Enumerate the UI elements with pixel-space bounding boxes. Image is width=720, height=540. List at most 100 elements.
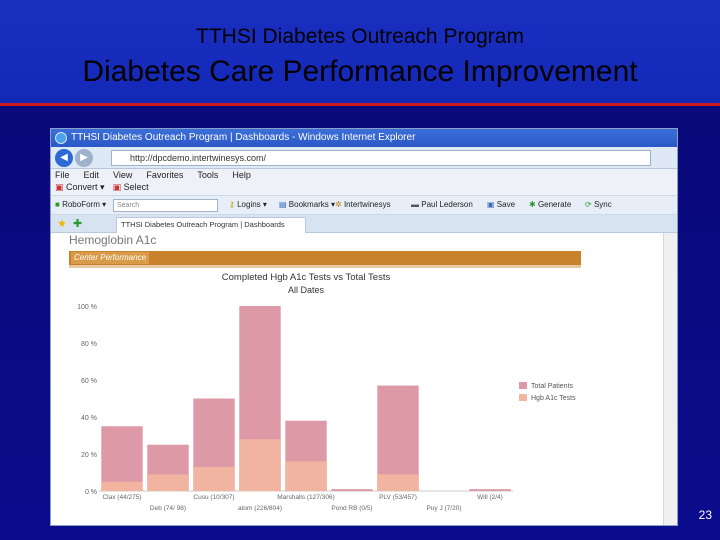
tab-underline [69, 265, 581, 268]
legend-label: Total Patients [531, 383, 574, 390]
menu-row: File Edit View Favorites Tools Help [55, 170, 251, 180]
slide-subtitle: TTHSI Diabetes Outreach Program [196, 25, 524, 48]
chart-title: Completed Hgb A1c Tests vs Total Tests [222, 272, 391, 283]
legend-label: Hgb A1c Tests [531, 395, 576, 402]
convert-icon: ▣ [55, 182, 64, 192]
x-tick-label: Will (2/4) [477, 494, 503, 501]
x-tick-label: Deb (74/ 98) [150, 505, 186, 512]
sync-icon: ⟳ [585, 200, 592, 209]
roboform-toolbar: ■ RoboForm ▾ Search ⚷ Logins ▾ ▤ Bookmar… [51, 195, 677, 215]
bar-hgb-a1c-tests[interactable] [147, 474, 189, 491]
x-tick-label: Pond RB (0/5) [331, 505, 372, 512]
intertwinesys-label: Intertwinesys [343, 200, 391, 209]
y-tick-label: 40 % [81, 415, 97, 422]
x-axis: Clax (44/275) Deb (74/ 98) Cusu (10/307) at… [102, 494, 502, 512]
bar-hgb-a1c-tests[interactable] [239, 439, 281, 491]
slide-title: Diabetes Care Performance Improvement [82, 55, 638, 88]
bar-chart: Completed Hgb A1c Tests vs Total Tests A… [77, 272, 576, 512]
performance-tab-bar: Center Performance [69, 251, 581, 265]
page-content: Hemoglobin A1c Center Performance Comple… [51, 233, 677, 525]
menu-help[interactable]: Help [232, 170, 251, 180]
x-tick-label: atom (226/804) [238, 505, 282, 512]
x-tick-label: Marshalls (127/306) [277, 494, 334, 501]
bookmark-icon: ▤ [279, 200, 287, 209]
intertwinesys-icon: ✲ [335, 200, 342, 209]
x-tick-label: PLV (53/457) [379, 494, 417, 501]
select-button[interactable]: ▣ Select [113, 182, 149, 193]
bar-total-patients[interactable] [377, 385, 419, 491]
convert-button[interactable]: ▣ Convert ▾ [55, 182, 105, 192]
menu-favorites[interactable]: Favorites [146, 170, 184, 180]
vertical-scrollbar[interactable] [663, 233, 677, 525]
roboform-icon: ■ [55, 200, 60, 209]
y-tick-label: 60 % [81, 378, 97, 385]
bookmarks-button[interactable]: ▤ Bookmarks ▾ [279, 200, 336, 209]
x-tick-label: Clax (44/275) [102, 494, 141, 501]
save-icon: ▣ [487, 200, 495, 209]
generate-button[interactable]: ✱ Generate [529, 200, 571, 209]
sync-label: Sync [593, 200, 612, 209]
bar-hgb-a1c-tests[interactable] [101, 481, 143, 491]
user-icon: ▬ [411, 200, 419, 209]
logins-button[interactable]: ⚷ Logins ▾ [229, 200, 267, 209]
key-icon: ⚷ [229, 200, 235, 209]
generate-label: Generate [537, 200, 572, 209]
generate-icon: ✱ [529, 200, 536, 209]
favorites-star-icon[interactable]: ★ [57, 218, 67, 230]
url-input[interactable]: http://dpcdemo.intertwinesys.com/ [111, 150, 651, 166]
user-button[interactable]: ▬ Paul Lederson [411, 200, 473, 209]
bar-total-patients[interactable] [469, 489, 511, 491]
window-titlebar: TTHSI Diabetes Outreach Program | Dashbo… [51, 129, 677, 147]
bars-group [101, 306, 511, 491]
chart-subtitle: All Dates [288, 285, 325, 295]
bookmarks-label: Bookmarks [288, 200, 329, 209]
sync-button[interactable]: ⟳ Sync [585, 200, 612, 209]
tab-dashboards[interactable]: TTHSI Diabetes Outreach Program | Dashbo… [116, 217, 306, 233]
legend-swatch [519, 394, 527, 401]
header-band [0, 0, 720, 104]
tab-center-performance[interactable]: Center Performance [71, 252, 150, 264]
roboform-search-input[interactable]: Search [113, 199, 218, 212]
y-tick-label: 80 % [81, 341, 97, 348]
browser-window: TTHSI Diabetes Outreach Program | Dashbo… [50, 128, 678, 526]
legend-swatch [519, 382, 527, 389]
slide-header: TTHSI Diabetes Outreach Program Diabetes… [0, 0, 720, 106]
select-label: Select [123, 182, 149, 192]
bar-total-patients[interactable] [331, 489, 373, 491]
bar-hgb-a1c-tests[interactable] [285, 461, 327, 491]
y-tick-label: 100 % [77, 304, 97, 311]
bar-hgb-a1c-tests[interactable] [377, 474, 419, 491]
bar-total-patients[interactable] [101, 426, 143, 491]
logins-label: Logins [237, 200, 261, 209]
header-divider [0, 103, 720, 106]
back-arrow-icon[interactable]: ◀ [55, 149, 73, 167]
page-number: 23 [698, 508, 712, 522]
y-tick-label: 0 % [85, 489, 97, 496]
tab-bar: ★ ✚ TTHSI Diabetes Outreach Program | Da… [51, 215, 677, 233]
x-tick-label: Puy J (7/20) [426, 505, 461, 512]
intertwinesys-button[interactable]: ✲ Intertwinesys [335, 200, 391, 209]
window-title: TTHSI Diabetes Outreach Program | Dashbo… [71, 132, 416, 143]
menu-edit[interactable]: Edit [83, 170, 100, 180]
select-icon: ▣ [112, 182, 122, 192]
menu-file[interactable]: File [55, 170, 70, 180]
add-favorites-icon[interactable]: ✚ [73, 218, 83, 230]
user-label: Paul Lederson [421, 200, 473, 209]
roboform-label: RoboForm [62, 200, 100, 209]
save-button[interactable]: ▣ Save [487, 200, 515, 209]
menu-bar: File Edit View Favorites Tools Help ▣ Co… [51, 169, 677, 195]
menu-tools[interactable]: Tools [197, 170, 219, 180]
chart-legend: Total Patients Hgb A1c Tests [519, 382, 576, 402]
forward-arrow-icon[interactable]: ▶ [75, 149, 93, 167]
x-tick-label: Cusu (10/307) [193, 494, 234, 501]
convert-label: Convert [66, 182, 98, 192]
pdf-toolbar: ▣ Convert ▾ ▣ Select [55, 182, 149, 193]
bar-hgb-a1c-tests[interactable] [193, 466, 235, 491]
y-tick-label: 20 % [81, 452, 97, 459]
address-bar: ◀ ▶ http://dpcdemo.intertwinesys.com/ [51, 147, 677, 169]
roboform-button[interactable]: ■ RoboForm ▾ [55, 200, 107, 209]
save-label: Save [496, 200, 516, 209]
ie-logo-icon [55, 132, 67, 144]
menu-view[interactable]: View [113, 170, 133, 180]
section-heading: Hemoglobin A1c [69, 233, 157, 247]
